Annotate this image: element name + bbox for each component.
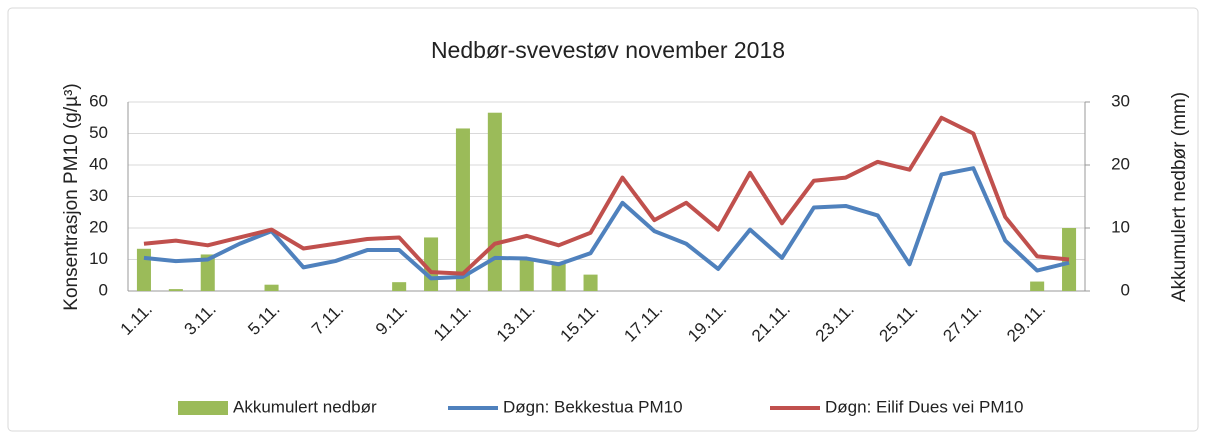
y2-tick-label: 30 xyxy=(1111,91,1130,110)
bar xyxy=(264,284,279,291)
legend-label: Akkumulert nedbør xyxy=(233,397,377,416)
chart-border xyxy=(7,7,1199,432)
bar xyxy=(168,289,183,291)
y-tick-label: 60 xyxy=(89,91,108,110)
y-tick-label: 10 xyxy=(89,249,108,268)
y-tick-label: 30 xyxy=(89,186,108,205)
legend-swatch xyxy=(178,401,228,415)
y2-tick-label: 20 xyxy=(1111,154,1130,173)
bar xyxy=(519,259,534,291)
bar xyxy=(1030,281,1045,291)
y2-axis-label: Akkumulert nedbør (mm) xyxy=(1169,92,1190,302)
y-tick-label: 40 xyxy=(89,154,108,173)
bar xyxy=(392,282,407,291)
legend-label: Døgn: Eilif Dues vei PM10 xyxy=(825,397,1023,416)
chart-title: Nedbør-svevestøv november 2018 xyxy=(431,37,785,63)
y2-tick-label: 10 xyxy=(1111,217,1130,236)
bar xyxy=(551,262,566,291)
bar xyxy=(200,254,215,291)
y-tick-label: 0 xyxy=(99,280,108,299)
y2-tick-label: 0 xyxy=(1121,280,1130,299)
bar xyxy=(455,128,470,291)
line xyxy=(143,166,1070,281)
bar xyxy=(583,274,598,291)
y-axis-label: Konsentrasjon PM10 (g/µ³) xyxy=(61,83,82,310)
y-tick-label: 20 xyxy=(89,217,108,236)
bar xyxy=(487,112,502,292)
bar xyxy=(136,248,151,291)
legend-label: Døgn: Bekkestua PM10 xyxy=(503,397,683,416)
line xyxy=(143,115,1070,276)
y-tick-label: 50 xyxy=(89,123,108,142)
